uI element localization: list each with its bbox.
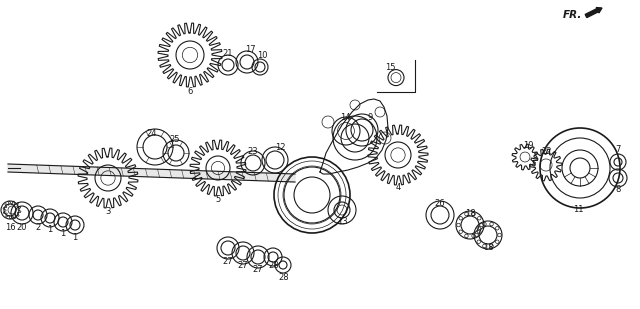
Text: 7: 7 bbox=[615, 146, 621, 154]
Text: 27: 27 bbox=[237, 261, 248, 270]
Text: 19: 19 bbox=[523, 141, 533, 150]
Text: 28: 28 bbox=[278, 273, 289, 282]
Text: 20: 20 bbox=[17, 222, 28, 231]
Text: 1: 1 bbox=[72, 232, 77, 242]
Text: 1: 1 bbox=[60, 230, 66, 239]
Text: 14: 14 bbox=[340, 113, 350, 122]
Text: 21: 21 bbox=[223, 49, 233, 57]
Text: 22: 22 bbox=[541, 147, 552, 156]
Text: 28: 28 bbox=[269, 261, 279, 270]
Text: 18: 18 bbox=[483, 243, 493, 252]
Text: 9: 9 bbox=[367, 113, 372, 122]
Text: 1: 1 bbox=[47, 226, 52, 235]
Text: 4: 4 bbox=[396, 184, 401, 193]
Text: 10: 10 bbox=[257, 50, 268, 60]
Text: 18: 18 bbox=[465, 209, 476, 218]
Text: 13: 13 bbox=[337, 218, 348, 226]
Text: 17: 17 bbox=[244, 45, 255, 54]
Text: 16: 16 bbox=[4, 222, 15, 231]
Text: 3: 3 bbox=[106, 208, 111, 217]
Text: 15: 15 bbox=[385, 64, 396, 73]
Text: 2: 2 bbox=[35, 222, 40, 231]
Text: 6: 6 bbox=[188, 87, 193, 96]
Text: 23: 23 bbox=[248, 146, 259, 155]
Text: 27: 27 bbox=[223, 257, 234, 266]
Text: 27: 27 bbox=[253, 265, 263, 274]
Text: 11: 11 bbox=[573, 205, 583, 214]
Text: 12: 12 bbox=[275, 142, 285, 151]
Polygon shape bbox=[8, 164, 295, 182]
Text: 26: 26 bbox=[435, 198, 445, 208]
Text: 5: 5 bbox=[216, 196, 221, 205]
Text: 24: 24 bbox=[147, 129, 157, 138]
FancyArrow shape bbox=[585, 7, 602, 18]
Text: 8: 8 bbox=[615, 185, 621, 194]
Text: FR.: FR. bbox=[563, 10, 582, 20]
Text: 25: 25 bbox=[170, 136, 180, 145]
